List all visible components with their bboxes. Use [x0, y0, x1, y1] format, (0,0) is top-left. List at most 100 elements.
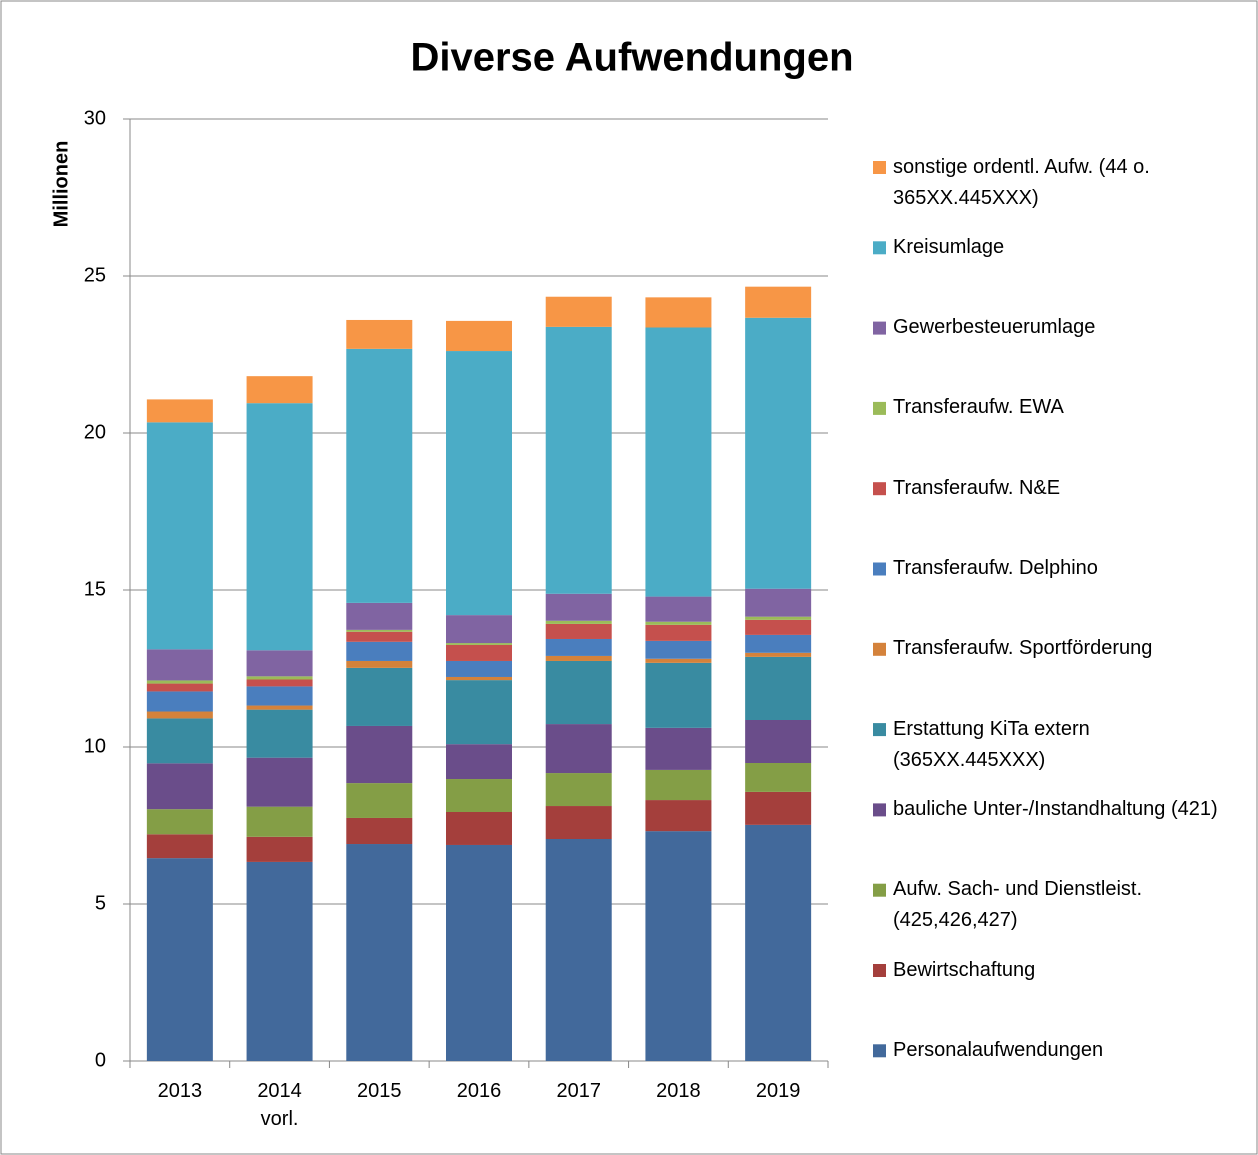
bar-segment	[446, 779, 512, 812]
x-tick-label: 2019	[755, 1080, 801, 1102]
bar-segment	[545, 724, 612, 774]
bar-segment	[146, 711, 213, 719]
bar-segment	[645, 624, 712, 641]
bar-segment	[645, 596, 712, 622]
bar-segment	[446, 844, 512, 1061]
y-tick-label: 15	[84, 578, 106, 600]
bar-segment	[645, 769, 712, 801]
bar-segment	[146, 680, 213, 684]
bar-segment	[146, 649, 213, 681]
y-tick-label: 30	[84, 107, 106, 129]
legend-label: Transferaufw. N&E	[893, 476, 1061, 499]
bar-segment	[246, 806, 313, 837]
bar-segment	[446, 680, 512, 745]
legend-label: Aufw. Sach- und Dienstleist. (425,426,42…	[893, 878, 1143, 932]
bar-segment	[246, 836, 313, 862]
legend-swatch	[873, 482, 886, 496]
bar-segment	[246, 705, 313, 710]
legend-label: Personalaufwendungen	[893, 1038, 1104, 1061]
bar-segment	[346, 844, 413, 1061]
legend-swatch	[873, 241, 886, 255]
bar-segment	[146, 399, 213, 423]
bar-segment	[346, 631, 413, 642]
bar-segment	[446, 660, 512, 677]
bar-segment	[545, 326, 612, 594]
bar-segment	[745, 824, 812, 1061]
bar-segment	[745, 719, 812, 764]
bar-segment	[446, 676, 512, 681]
bar-segment	[146, 718, 213, 764]
bar-segment	[446, 811, 512, 845]
bar-segment	[146, 422, 213, 650]
legend-swatch	[873, 642, 886, 656]
y-tick-label: 5	[95, 892, 106, 914]
x-tick-label: 2014 vorl.	[257, 1080, 302, 1130]
bar-segment	[446, 320, 512, 352]
bar-segment	[246, 686, 313, 706]
bar-segment	[645, 327, 712, 597]
legend-swatch	[873, 723, 886, 737]
bar-segment	[745, 763, 812, 792]
y-tick-label: 25	[84, 264, 106, 286]
bar-segment	[346, 641, 413, 661]
x-tick-label: 2016	[456, 1080, 502, 1102]
bar-segment	[146, 809, 213, 835]
bar-segment	[346, 319, 413, 349]
bar-segment	[446, 644, 512, 661]
bar-segment	[645, 621, 712, 625]
bar-segment	[446, 615, 512, 644]
y-tick-label: 10	[84, 735, 106, 757]
x-tick-label: 2018	[656, 1080, 701, 1102]
bar-segment	[545, 806, 612, 840]
bar-segment	[346, 817, 413, 845]
bar-segment	[346, 667, 413, 726]
bar-segment	[446, 351, 512, 616]
bar-segment	[346, 348, 413, 603]
bar-segment	[146, 683, 213, 692]
chart-title: Diverse Aufwendungen	[410, 36, 853, 80]
y-tick-label: 20	[84, 421, 106, 443]
bar-segment	[545, 655, 612, 661]
bar-segment	[545, 296, 612, 327]
bar-segment	[745, 634, 812, 653]
bar-segment	[346, 783, 413, 818]
bar-segment	[346, 660, 413, 668]
bar-segment	[146, 763, 213, 810]
bar-segment	[246, 757, 313, 807]
bar-segment	[745, 619, 812, 635]
legend-label: Bewirtschaftung	[893, 958, 1036, 981]
bar-segment	[246, 861, 313, 1061]
bar-segment	[545, 638, 612, 656]
bar-segment	[745, 588, 812, 617]
bar-segment	[246, 376, 313, 404]
bar-segment	[645, 831, 712, 1061]
legend-swatch	[873, 883, 886, 897]
legend-swatch	[873, 1044, 886, 1058]
legend-swatch	[873, 562, 886, 576]
legend-swatch	[873, 321, 886, 335]
bar-segment	[545, 839, 612, 1061]
y-axis-label: Millionen	[50, 141, 72, 228]
bar-segment	[346, 725, 413, 784]
bar-segment	[645, 297, 712, 328]
bar-segment	[745, 656, 812, 720]
legend-swatch	[873, 803, 886, 817]
bar-segment	[545, 623, 612, 639]
legend-label: Transferaufw. EWA	[893, 396, 1064, 419]
bar-segment	[246, 709, 313, 758]
bar-segment	[346, 629, 413, 632]
bar-segment	[745, 616, 812, 620]
bar-segment	[545, 773, 612, 807]
legend-swatch	[873, 964, 886, 977]
legend-swatch	[873, 161, 886, 174]
bar-segment	[645, 662, 712, 728]
bar-segment	[246, 403, 313, 651]
bar-segment	[745, 286, 812, 318]
bar-segment	[645, 640, 712, 659]
bar-segment	[545, 620, 612, 624]
bar-segment	[146, 691, 213, 712]
bar-segment	[446, 744, 512, 780]
bar-segment	[745, 652, 812, 657]
